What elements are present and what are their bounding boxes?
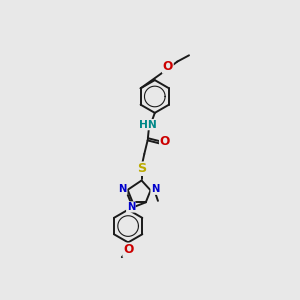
Text: O: O [123, 243, 134, 256]
Text: O: O [160, 135, 170, 148]
Text: O: O [163, 60, 173, 73]
Text: N: N [127, 202, 135, 212]
Text: N: N [151, 184, 159, 194]
Text: S: S [137, 162, 146, 175]
Text: HN: HN [139, 120, 156, 130]
Text: N: N [118, 184, 127, 194]
